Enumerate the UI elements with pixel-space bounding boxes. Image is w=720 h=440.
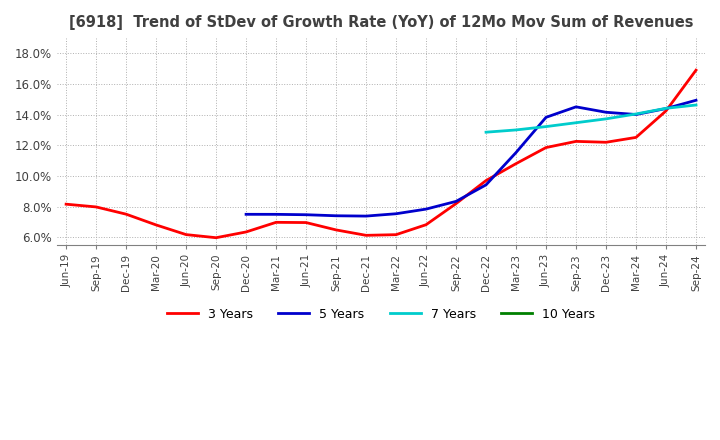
3 Years: [271, 220, 280, 225]
3 Years: [122, 212, 130, 217]
7 Years: [482, 129, 490, 135]
7 Years: [692, 103, 701, 108]
7 Years: [662, 106, 670, 111]
5 Years: [602, 110, 611, 115]
3 Years: [392, 232, 400, 237]
3 Years: [181, 232, 190, 237]
3 Years: [602, 139, 611, 145]
7 Years: [541, 124, 550, 129]
7 Years: [602, 116, 611, 121]
3 Years: [692, 67, 701, 73]
5 Years: [662, 106, 670, 111]
3 Years: [422, 222, 431, 227]
5 Years: [541, 115, 550, 120]
5 Years: [422, 206, 431, 212]
3 Years: [302, 220, 310, 225]
5 Years: [692, 98, 701, 103]
3 Years: [662, 108, 670, 114]
3 Years: [242, 229, 251, 235]
3 Years: [212, 235, 220, 240]
Line: 5 Years: 5 Years: [246, 100, 696, 216]
Legend: 3 Years, 5 Years, 7 Years, 10 Years: 3 Years, 5 Years, 7 Years, 10 Years: [162, 303, 600, 326]
5 Years: [572, 104, 580, 110]
Line: 3 Years: 3 Years: [66, 70, 696, 238]
3 Years: [541, 145, 550, 150]
5 Years: [512, 150, 521, 155]
5 Years: [451, 199, 460, 204]
5 Years: [271, 212, 280, 217]
5 Years: [482, 182, 490, 187]
7 Years: [572, 120, 580, 125]
5 Years: [302, 212, 310, 217]
3 Years: [512, 161, 521, 166]
7 Years: [631, 111, 640, 117]
3 Years: [62, 202, 71, 207]
5 Years: [332, 213, 341, 218]
3 Years: [451, 201, 460, 206]
Title: [6918]  Trend of StDev of Growth Rate (YoY) of 12Mo Mov Sum of Revenues: [6918] Trend of StDev of Growth Rate (Yo…: [69, 15, 693, 30]
3 Years: [152, 222, 161, 227]
5 Years: [631, 112, 640, 117]
5 Years: [361, 213, 370, 219]
Line: 7 Years: 7 Years: [486, 105, 696, 132]
3 Years: [91, 204, 100, 209]
3 Years: [631, 135, 640, 140]
5 Years: [242, 212, 251, 217]
3 Years: [482, 178, 490, 183]
3 Years: [332, 227, 341, 233]
3 Years: [361, 233, 370, 238]
5 Years: [392, 211, 400, 216]
3 Years: [572, 139, 580, 144]
7 Years: [512, 127, 521, 132]
